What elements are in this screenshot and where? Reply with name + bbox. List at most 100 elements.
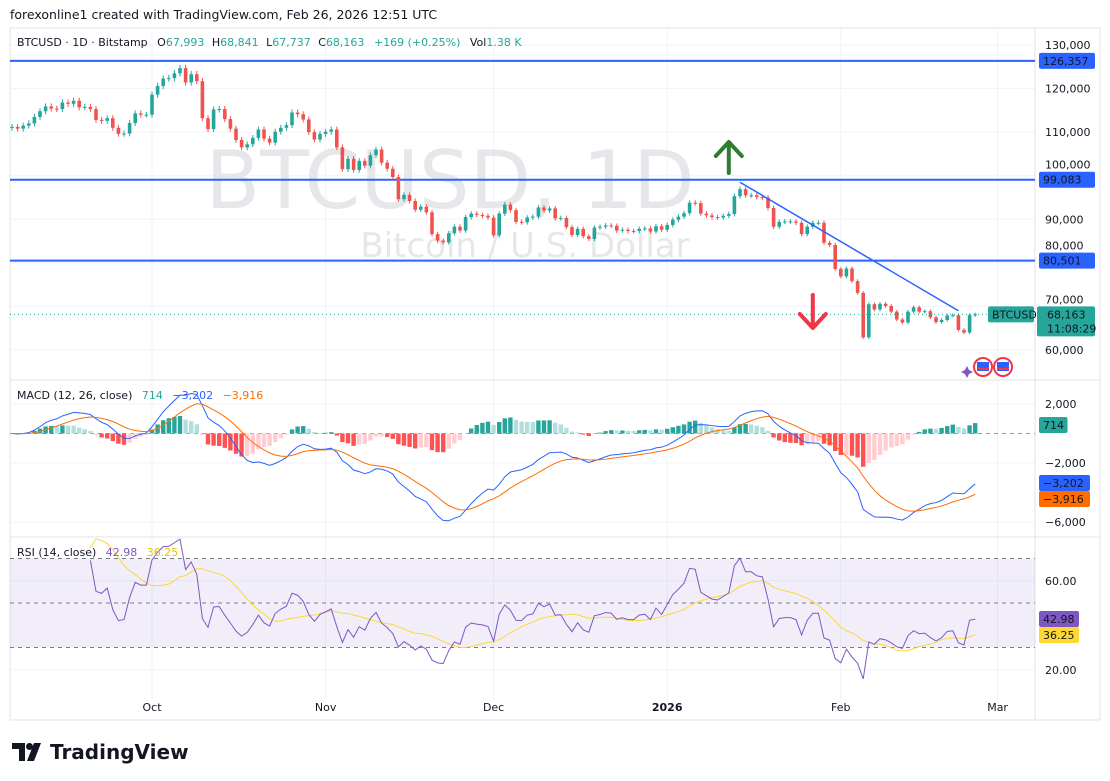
candle-body (368, 155, 373, 166)
candles (10, 64, 1035, 378)
candle-body (883, 303, 888, 306)
candle-body (564, 217, 569, 228)
candle-body (603, 225, 608, 227)
macd-histogram-bar (513, 419, 519, 434)
macd-histogram-bar (362, 433, 367, 445)
macd-value-label-bg (1039, 491, 1090, 507)
bar-countdown: 11:08:29 (1047, 322, 1096, 335)
macd-histogram-bar (620, 430, 625, 434)
us-flag-event-icon[interactable] (973, 357, 993, 377)
candle-body (783, 221, 787, 223)
symbol-label-bg[interactable] (988, 306, 1034, 323)
candle-body (60, 102, 65, 110)
macd-hist-value: 714 (142, 389, 163, 402)
macd-histogram-bar (323, 432, 328, 434)
candle-body (262, 129, 266, 139)
candle-body (536, 207, 541, 217)
candle-body (699, 203, 703, 214)
candle-body (357, 160, 361, 171)
macd-histogram-bar (726, 430, 731, 434)
candle-body (497, 213, 501, 236)
macd-histogram-bar (413, 433, 418, 449)
price-tick-label: 120,000 (1045, 83, 1091, 96)
macd-histogram-bar (177, 415, 183, 434)
candle-body (301, 114, 305, 120)
time-axis[interactable]: Oct Nov Dec 2026 Feb Mar (142, 701, 1008, 714)
macd-histogram-bar (194, 424, 199, 434)
macd-histogram-bar (709, 427, 715, 434)
candle-body (777, 221, 781, 227)
macd-histogram-bar (737, 424, 743, 434)
candle-body (430, 212, 434, 235)
candle-body (570, 227, 574, 235)
macd-histogram-bar (648, 430, 653, 434)
macd-histogram-bar (418, 433, 423, 448)
candle-body (514, 210, 518, 222)
macd-histogram-bar (49, 425, 54, 434)
candle-body (727, 214, 731, 216)
up-arrow-icon[interactable] (713, 140, 744, 175)
macd-value-label: 714 (1043, 419, 1064, 432)
candle-body (10, 126, 14, 128)
candle-body (693, 202, 697, 204)
arrow-annotations[interactable] (713, 140, 828, 330)
candle-body (374, 149, 378, 156)
current-price-label: 68,163 (1047, 308, 1086, 321)
macd-histogram-bar (844, 433, 849, 455)
down-arrow-icon[interactable] (797, 293, 828, 330)
candle-body (878, 303, 882, 310)
macd-legend[interactable]: MACD (12, 26, close) 714 −3,202 −3,916 (17, 389, 263, 402)
macd-histogram-bar (894, 433, 899, 446)
macd-histogram-bar (939, 427, 944, 434)
tradingview-logo[interactable]: TradingView (12, 740, 189, 764)
candle-body (340, 147, 345, 170)
macd-histogram-bar (704, 425, 709, 434)
candle-body (654, 226, 658, 232)
candle-body (256, 129, 261, 138)
us-flag-event-icon[interactable] (993, 357, 1013, 377)
macd-histogram-bar (676, 425, 681, 434)
candle-body (575, 228, 580, 235)
candle-body (671, 219, 675, 225)
macd-histogram-bar (665, 428, 670, 434)
candle-body (458, 226, 462, 231)
macd-histogram-bar (838, 433, 843, 456)
symbol-label[interactable]: BTCUSD (992, 308, 1037, 321)
candle-body (491, 217, 496, 236)
macd-histogram-bar (782, 433, 787, 443)
level-price-label-bg (1039, 252, 1095, 269)
candle-body (923, 311, 927, 313)
price-tick-label: 90,000 (1045, 213, 1084, 226)
candle-body (139, 113, 143, 115)
macd-histogram-bar (816, 433, 821, 441)
current-price-label-bg[interactable] (1037, 306, 1095, 337)
symbol-label[interactable]: BTCUSD · 1D · Bitstamp (17, 36, 148, 49)
macd-histogram-bar (805, 433, 810, 445)
macd-histogram-bar (469, 428, 474, 434)
macd-histogram-bar (233, 433, 239, 454)
candle-body (402, 194, 406, 200)
watermark: BTCUSD, 1D Bitcoin / U.S. Dollar (205, 134, 694, 266)
macd-tick-label: −2,000 (1045, 457, 1086, 470)
horizontal-levels[interactable]: 126,357 99,083 80,501 (10, 52, 1095, 269)
macd-histogram-bar (312, 432, 317, 434)
candle-body (295, 112, 300, 115)
low-value: 67,737 (272, 36, 311, 49)
macd-value-label-bg (1039, 475, 1090, 491)
level-price-label-bg (1039, 52, 1095, 69)
rsi-legend[interactable]: RSI (14, close) 42.98 36.25 (17, 546, 178, 559)
macd-histogram-bar (329, 432, 334, 434)
trendline[interactable] (739, 181, 959, 312)
price-axis[interactable]: 130,000 120,000 110,000 100,000 90,000 80,000… (988, 39, 1096, 357)
candle-body (794, 221, 798, 223)
candle-body (172, 73, 177, 79)
sparkle-icon[interactable] (961, 366, 973, 378)
rsi-line (89, 538, 976, 680)
candle-body (732, 196, 737, 215)
macd-histogram-bar (446, 433, 451, 449)
macd-histogram-bar (659, 429, 664, 434)
price-tick-label: 110,000 (1045, 126, 1091, 139)
macd-histogram-bar (105, 433, 110, 439)
candle-body (637, 228, 641, 232)
